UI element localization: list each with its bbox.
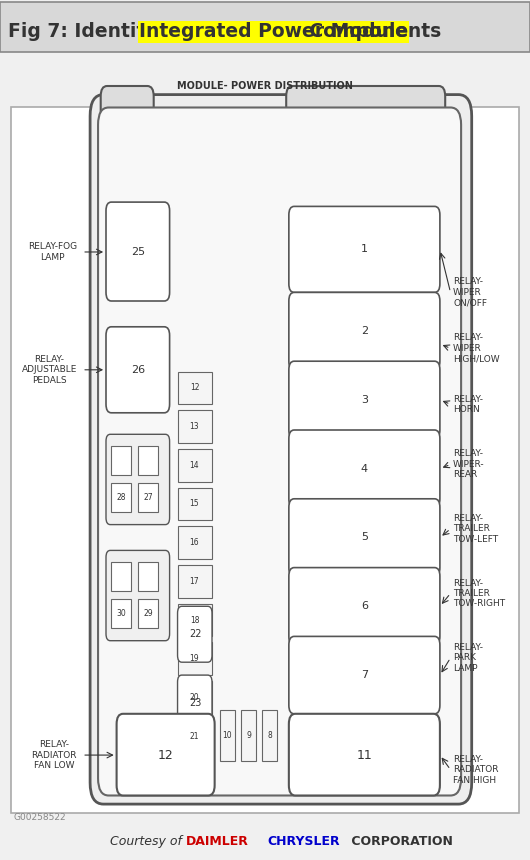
FancyBboxPatch shape xyxy=(289,568,440,645)
Text: 21: 21 xyxy=(190,732,199,740)
Text: 4: 4 xyxy=(361,464,368,474)
Text: 14: 14 xyxy=(190,461,199,470)
Text: RELAY-
ADJUSTABLE
PEDALS: RELAY- ADJUSTABLE PEDALS xyxy=(22,355,77,384)
Text: RELAY-
PARK
LAMP: RELAY- PARK LAMP xyxy=(453,643,483,673)
Text: 5: 5 xyxy=(361,532,368,543)
FancyBboxPatch shape xyxy=(117,714,215,796)
Text: 10: 10 xyxy=(223,731,232,740)
Bar xyxy=(111,446,131,475)
Text: RELAY-
RADIATOR
FAN HIGH: RELAY- RADIATOR FAN HIGH xyxy=(453,755,499,784)
Bar xyxy=(178,449,212,482)
Bar xyxy=(262,710,277,761)
FancyBboxPatch shape xyxy=(289,361,440,439)
Text: 26: 26 xyxy=(131,365,145,375)
Text: RELAY-FOG
LAMP: RELAY-FOG LAMP xyxy=(28,243,77,261)
Text: 8: 8 xyxy=(268,731,272,740)
FancyBboxPatch shape xyxy=(106,202,170,301)
Text: RELAY-
TRAILER
TOW-RIGHT: RELAY- TRAILER TOW-RIGHT xyxy=(453,579,505,608)
FancyBboxPatch shape xyxy=(90,95,472,804)
Text: 2: 2 xyxy=(361,326,368,336)
Text: RELAY-
WIPER-
REAR: RELAY- WIPER- REAR xyxy=(453,450,485,479)
Text: 12: 12 xyxy=(190,384,199,392)
FancyBboxPatch shape xyxy=(106,550,170,641)
Bar xyxy=(138,562,158,591)
Bar xyxy=(220,710,235,761)
FancyBboxPatch shape xyxy=(106,434,170,525)
FancyBboxPatch shape xyxy=(289,499,440,576)
Bar xyxy=(178,604,212,636)
Text: 28: 28 xyxy=(117,493,126,501)
Text: RELAY-
RADIATOR
FAN LOW: RELAY- RADIATOR FAN LOW xyxy=(31,740,77,770)
FancyBboxPatch shape xyxy=(106,327,170,413)
Text: 22: 22 xyxy=(189,629,201,639)
Text: 15: 15 xyxy=(190,500,199,508)
Text: 17: 17 xyxy=(190,577,199,586)
Bar xyxy=(178,372,212,404)
Text: 3: 3 xyxy=(361,395,368,405)
FancyBboxPatch shape xyxy=(289,292,440,370)
FancyBboxPatch shape xyxy=(289,636,440,714)
FancyBboxPatch shape xyxy=(101,86,154,133)
Text: 6: 6 xyxy=(361,601,368,611)
Text: DAIMLER: DAIMLER xyxy=(186,834,249,848)
Bar xyxy=(178,526,212,559)
Text: 29: 29 xyxy=(143,609,153,617)
Text: 27: 27 xyxy=(143,493,153,501)
Text: MODULE- POWER DISTRIBUTION: MODULE- POWER DISTRIBUTION xyxy=(177,81,353,91)
Text: 20: 20 xyxy=(190,693,199,702)
Text: 23: 23 xyxy=(189,697,201,708)
Bar xyxy=(138,446,158,475)
Text: 1: 1 xyxy=(361,244,368,255)
Text: CORPORATION: CORPORATION xyxy=(347,834,453,848)
Text: G00258522: G00258522 xyxy=(13,813,66,821)
FancyBboxPatch shape xyxy=(289,206,440,292)
Text: Fig 7: Identifying: Fig 7: Identifying xyxy=(8,22,197,41)
Text: 12: 12 xyxy=(157,748,173,762)
Text: Courtesy of: Courtesy of xyxy=(110,834,186,848)
FancyBboxPatch shape xyxy=(0,2,530,52)
Text: 18: 18 xyxy=(190,616,199,624)
Text: 9: 9 xyxy=(246,731,251,740)
Text: 13: 13 xyxy=(190,422,199,431)
Text: 30: 30 xyxy=(117,609,126,617)
FancyBboxPatch shape xyxy=(178,606,212,662)
Bar xyxy=(178,720,212,752)
Text: RELAY-
TRAILER
TOW-LEFT: RELAY- TRAILER TOW-LEFT xyxy=(453,514,498,544)
FancyBboxPatch shape xyxy=(98,108,461,796)
Text: RELAY-
WIPER
HIGH/LOW: RELAY- WIPER HIGH/LOW xyxy=(453,334,500,363)
Bar xyxy=(241,710,256,761)
Text: RELAY-
HORN: RELAY- HORN xyxy=(453,395,483,414)
FancyBboxPatch shape xyxy=(11,108,519,813)
Bar xyxy=(111,562,131,591)
Bar xyxy=(178,410,212,443)
FancyBboxPatch shape xyxy=(289,714,440,796)
Bar xyxy=(138,483,158,512)
Text: CHRYSLER: CHRYSLER xyxy=(268,834,340,848)
Bar xyxy=(178,488,212,520)
Text: Integrated Power Module: Integrated Power Module xyxy=(139,22,408,41)
Bar xyxy=(178,565,212,598)
Text: 11: 11 xyxy=(356,748,372,762)
Text: RELAY-
WIPER
ON/OFF: RELAY- WIPER ON/OFF xyxy=(453,278,487,307)
Text: 16: 16 xyxy=(190,538,199,547)
FancyBboxPatch shape xyxy=(178,675,212,731)
Bar xyxy=(111,483,131,512)
Bar xyxy=(111,599,131,628)
Text: 7: 7 xyxy=(361,670,368,680)
Text: 25: 25 xyxy=(131,247,145,257)
FancyBboxPatch shape xyxy=(286,86,445,133)
FancyBboxPatch shape xyxy=(289,430,440,507)
Bar xyxy=(178,642,212,675)
Text: 19: 19 xyxy=(190,654,199,663)
Bar xyxy=(178,681,212,714)
Bar xyxy=(138,599,158,628)
Text: Components: Components xyxy=(303,22,441,41)
